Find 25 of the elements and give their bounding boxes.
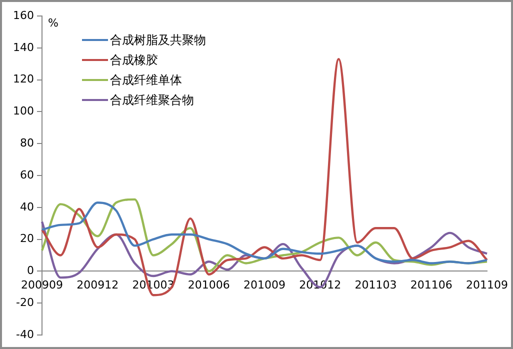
y-tick-label: 0 (26, 264, 34, 278)
x-tick-label: 201006 (188, 278, 230, 292)
y-tick-label: 140 (12, 40, 34, 54)
legend-label: 合成纤维聚合物 (110, 92, 194, 108)
line-series (40, 202, 488, 264)
legend-label: 合成橡胶 (110, 52, 158, 68)
y-tick-label: 160 (12, 8, 34, 22)
y-tick-label: -20 (16, 296, 34, 309)
y-tick-label: 120 (12, 72, 34, 86)
x-tick-label: 201106 (410, 278, 452, 292)
y-tick-label: 60 (20, 168, 34, 182)
line-series (40, 198, 488, 272)
y-tick-label: 100 (12, 104, 34, 118)
y-tick-label: 20 (20, 232, 34, 246)
legend-label: 合成树脂及共聚物 (110, 32, 206, 48)
x-tick-label: 200909 (20, 278, 63, 292)
x-tick-label: 201109 (466, 278, 508, 292)
y-axis-title: % (48, 16, 58, 30)
y-tick-label: -40 (16, 328, 34, 341)
x-tick-label: 201103 (354, 278, 397, 292)
x-tick-label: 200912 (76, 278, 119, 292)
y-tick-label: 80 (20, 136, 34, 150)
x-tick-label: 201009 (244, 278, 286, 292)
legend-label: 合成纤维单体 (110, 72, 182, 88)
y-tick-label: 40 (20, 200, 34, 214)
